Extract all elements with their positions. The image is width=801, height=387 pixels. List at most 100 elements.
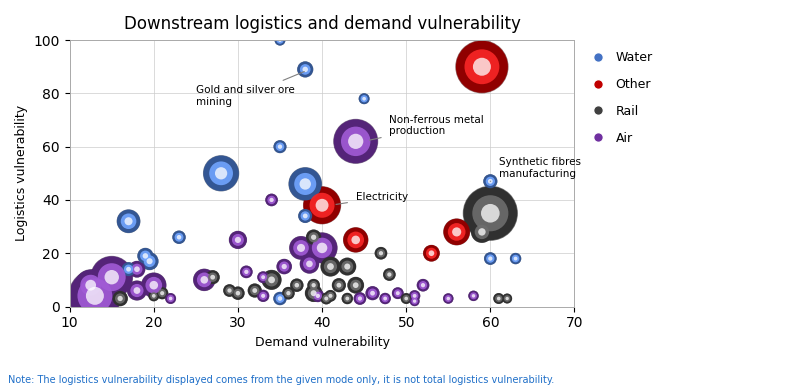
Point (484, 178, 497, 184)
Point (299, 66, 312, 72)
Point (332, 282, 345, 288)
Point (417, 282, 429, 288)
Point (450, 229, 463, 235)
Point (265, 197, 278, 203)
Point (392, 290, 405, 296)
Point (308, 282, 320, 288)
Point (341, 295, 354, 301)
Point (324, 264, 337, 270)
Point (274, 37, 287, 43)
Point (316, 245, 328, 251)
Point (400, 295, 413, 301)
Point (303, 261, 316, 267)
Point (274, 144, 287, 150)
Point (164, 295, 177, 301)
Point (131, 266, 143, 272)
Point (291, 282, 304, 288)
Point (417, 282, 429, 288)
Point (332, 282, 345, 288)
Point (383, 271, 396, 277)
Point (198, 277, 211, 283)
Point (484, 255, 497, 262)
Point (501, 295, 513, 301)
Point (400, 295, 413, 301)
Point (215, 170, 227, 176)
Point (341, 264, 354, 270)
Point (308, 234, 320, 240)
Point (349, 282, 362, 288)
Point (291, 282, 304, 288)
Point (493, 295, 505, 301)
Point (332, 282, 345, 288)
Point (248, 288, 261, 294)
Text: Non-ferrous metal
production: Non-ferrous metal production (369, 115, 484, 140)
Point (295, 245, 308, 251)
Point (425, 250, 438, 256)
Point (383, 271, 396, 277)
Point (316, 202, 328, 208)
Point (299, 181, 312, 187)
Point (476, 63, 489, 70)
Point (147, 282, 160, 288)
Point (476, 229, 489, 235)
Point (282, 290, 295, 296)
Point (353, 295, 366, 301)
Point (114, 295, 127, 301)
Point (248, 288, 261, 294)
Point (467, 293, 480, 299)
Point (274, 144, 287, 150)
Point (312, 293, 324, 299)
Point (324, 264, 337, 270)
Point (265, 197, 278, 203)
Point (84, 282, 97, 288)
Point (442, 295, 455, 301)
Point (341, 295, 354, 301)
Point (231, 237, 244, 243)
Point (379, 295, 392, 301)
Point (312, 293, 324, 299)
Point (231, 237, 244, 243)
Point (122, 218, 135, 224)
Text: Synthetic fibres
manufacturing: Synthetic fibres manufacturing (490, 157, 581, 181)
Point (88, 293, 101, 299)
Point (400, 295, 413, 301)
Point (231, 290, 244, 296)
Point (122, 218, 135, 224)
Point (147, 282, 160, 288)
Point (316, 245, 328, 251)
Point (358, 96, 371, 102)
Point (484, 210, 497, 216)
Point (409, 298, 421, 304)
Point (299, 181, 312, 187)
Point (484, 178, 497, 184)
Point (324, 293, 337, 299)
Point (375, 250, 388, 256)
Point (299, 66, 312, 72)
Point (173, 234, 186, 240)
Point (349, 138, 362, 144)
Point (366, 290, 379, 296)
Point (282, 290, 295, 296)
Point (493, 295, 505, 301)
Point (493, 295, 505, 301)
Point (409, 298, 421, 304)
Point (484, 255, 497, 262)
Point (84, 282, 97, 288)
Point (105, 274, 118, 280)
Point (308, 234, 320, 240)
Point (223, 288, 236, 294)
Point (409, 293, 421, 299)
Point (383, 271, 396, 277)
Point (105, 274, 118, 280)
Point (143, 258, 156, 264)
Point (341, 264, 354, 270)
Point (88, 293, 101, 299)
Point (207, 274, 219, 280)
Point (265, 277, 278, 283)
Point (303, 261, 316, 267)
Y-axis label: Logistics vulnerability: Logistics vulnerability (15, 105, 28, 241)
Point (484, 255, 497, 262)
Point (295, 245, 308, 251)
Point (349, 282, 362, 288)
Point (425, 250, 438, 256)
